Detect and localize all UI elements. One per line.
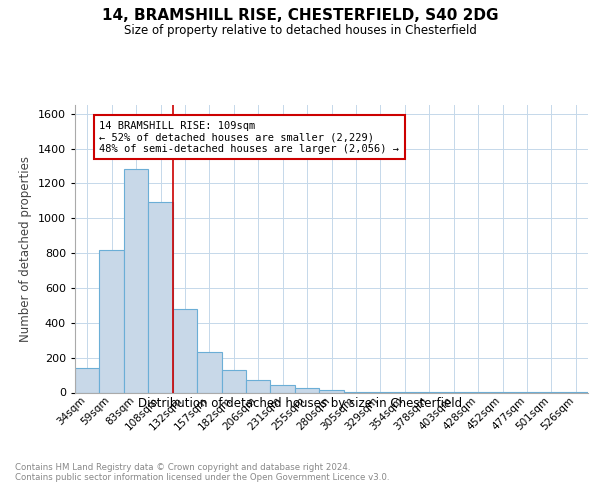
- Text: 14 BRAMSHILL RISE: 109sqm
← 52% of detached houses are smaller (2,229)
48% of se: 14 BRAMSHILL RISE: 109sqm ← 52% of detac…: [100, 120, 400, 154]
- Bar: [319, 390, 344, 392]
- Bar: [75, 368, 100, 392]
- Bar: [124, 168, 148, 392]
- Bar: [246, 380, 271, 392]
- Bar: [148, 202, 173, 392]
- Bar: [295, 388, 319, 392]
- Y-axis label: Number of detached properties: Number of detached properties: [19, 156, 32, 342]
- Bar: [221, 370, 246, 392]
- Text: Size of property relative to detached houses in Chesterfield: Size of property relative to detached ho…: [124, 24, 476, 37]
- Bar: [100, 250, 124, 392]
- Text: Contains HM Land Registry data © Crown copyright and database right 2024.
Contai: Contains HM Land Registry data © Crown c…: [15, 462, 389, 482]
- Bar: [271, 384, 295, 392]
- Bar: [197, 352, 221, 393]
- Bar: [173, 309, 197, 392]
- Text: Distribution of detached houses by size in Chesterfield: Distribution of detached houses by size …: [138, 398, 462, 410]
- Text: 14, BRAMSHILL RISE, CHESTERFIELD, S40 2DG: 14, BRAMSHILL RISE, CHESTERFIELD, S40 2D…: [102, 8, 498, 22]
